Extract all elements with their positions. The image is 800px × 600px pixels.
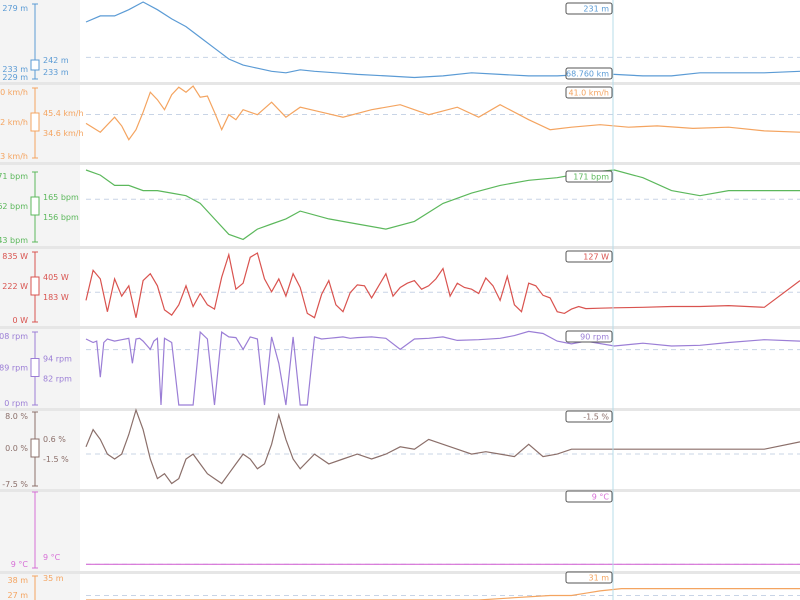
panel-separator [0, 326, 800, 329]
chart-panel-cadence [0, 330, 800, 411]
chart-panel-elevation [0, 1, 800, 85]
cursor-value-label: 171 bpm [573, 173, 609, 182]
chart-panel-power [0, 250, 800, 329]
box-upper-label: 0.6 % [43, 435, 66, 444]
cursor-value-tooltip [565, 2, 613, 15]
box-label: 35 m [43, 574, 64, 583]
y-axis-min-label: 143 bpm [0, 236, 28, 245]
quartile-box [30, 112, 40, 132]
box-lower-label: 183 W [43, 293, 69, 302]
cursor-value-tooltip [565, 490, 613, 503]
cursor-value-label: 9 °C [592, 493, 610, 502]
quartile-box [30, 438, 40, 458]
series-line-accumulated [86, 587, 800, 600]
y-axis-min-label: 0 rpm [4, 399, 28, 408]
cursor-value-tooltip [565, 250, 613, 263]
box-upper-label: 165 bpm [43, 193, 79, 202]
axis-panel [0, 0, 80, 600]
box-upper-label: 45.4 km/h [43, 109, 84, 118]
y-axis-max-label: 8.0 % [5, 412, 28, 421]
y-axis-avg-label: 222 W [2, 282, 28, 291]
y-axis-mid-label: 2.2 km/h [0, 118, 28, 127]
cursor-value-tooltip [565, 86, 613, 99]
box-upper-label: 405 W [43, 273, 69, 282]
series-line-heart_rate [85, 169, 800, 241]
y-axis-min-label: 27 m [7, 591, 28, 600]
y-axis-avg-label: 233 m [2, 65, 28, 74]
y-axis-avg-label: 162 bpm [0, 202, 28, 211]
box-lower-label: -1.5 % [43, 455, 69, 464]
panel-separator [0, 408, 800, 411]
quartile-box [30, 358, 40, 377]
y-axis-min-label: 0 W [12, 316, 28, 325]
box-upper-label: 242 m [43, 56, 69, 65]
cursor-distance-label: 68.760 km [566, 70, 609, 79]
chart-panel-speed [0, 85, 800, 165]
y-axis-max-label: 108 rpm [0, 332, 28, 341]
series-line-power [85, 252, 800, 319]
cursor-value-tooltip [565, 571, 613, 584]
y-axis-avg-label: 89 rpm [0, 364, 28, 373]
box-lower-label: 156 bpm [43, 213, 79, 222]
y-axis-max-label: 835 W [2, 252, 28, 261]
y-axis-max-label: 171 bpm [0, 172, 28, 181]
cursor-value-tooltip [565, 330, 613, 343]
y-axis-max-label: 3.0 km/h [0, 88, 28, 97]
panel-separator [0, 162, 800, 165]
chart-panel-accumulated [32, 571, 800, 600]
cursor-value-label: 231 m [583, 5, 609, 14]
box-lower-label: 34.6 km/h [43, 129, 84, 138]
quartile-box [30, 59, 40, 71]
box-lower-label: 82 rpm [43, 375, 72, 384]
y-axis-max-label: 38 m [7, 576, 28, 585]
cursor-value-label: -1.5 % [583, 413, 609, 422]
cursor-value-label: 90 rpm [580, 333, 609, 342]
y-axis-min-label: 9 °C [11, 560, 29, 569]
y-axis-min-label: 229 m [2, 73, 28, 82]
y-axis-max-label: 279 m [2, 4, 28, 13]
cursor-value-tooltip [565, 170, 613, 183]
panel-separator [0, 571, 800, 574]
y-axis-min-label: -7.5 % [2, 480, 28, 489]
series-line-cadence [85, 330, 800, 406]
cursor-value-label: 41.0 km/h [568, 89, 609, 98]
y-axis-min-label: 5.3 km/h [0, 152, 28, 161]
box-label: 9 °C [43, 553, 61, 562]
quartile-box [30, 276, 40, 296]
cursor-value-tooltip [565, 410, 613, 423]
cursor-value-label: 127 W [583, 253, 609, 262]
chart-panel-temperature [0, 490, 800, 574]
cursor-distance-tooltip [565, 67, 613, 80]
chart-panel-heart_rate [0, 169, 800, 249]
cursor-value-label: 31 m [588, 574, 609, 583]
panel-separator [0, 489, 800, 492]
series-line-speed [85, 85, 800, 141]
box-lower-label: 233 m [43, 68, 69, 77]
quartile-box [30, 196, 40, 216]
y-axis-avg-label: 0.0 % [5, 444, 28, 453]
panel-separator [0, 82, 800, 85]
box-upper-label: 94 rpm [43, 355, 72, 364]
series-line-gradient [85, 408, 800, 485]
chart-panel-gradient [0, 408, 800, 492]
series-line-elevation [85, 1, 800, 79]
panel-separator [0, 246, 800, 249]
